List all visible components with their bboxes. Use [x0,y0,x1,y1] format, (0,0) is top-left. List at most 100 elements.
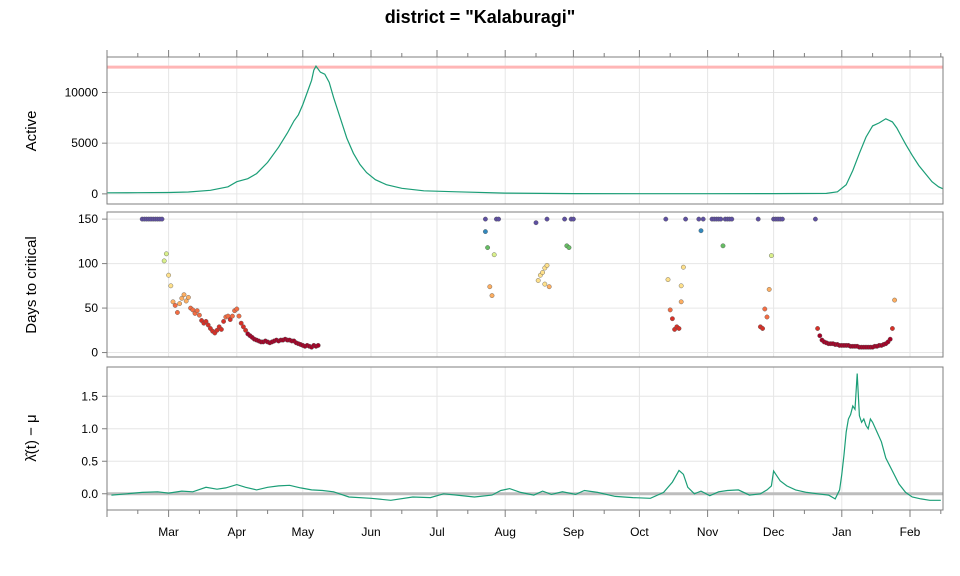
x-axis: Mar Apr May Jun Jul Aug Sep Oct Nov Dec Jan Feb [106,50,942,539]
x-tick-label: Feb [900,525,921,539]
x-tick-label: Sep [563,525,585,539]
days-to-critical-point [181,292,187,298]
days-to-critical-point [544,216,550,222]
days-to-critical-point [764,314,770,320]
days-to-critical-point [533,220,539,226]
days-to-critical-point [544,262,550,268]
days-to-critical-point [174,310,180,315]
panel-frame [106,366,944,511]
x-tick-label: Nov [697,525,718,539]
days-to-critical-point [203,318,209,324]
x-tick-label: Aug [495,525,516,539]
y-tick-label: 1.0 [81,422,98,436]
x-tick-label: Apr [227,525,246,539]
days-to-critical-point [760,326,765,331]
days-to-critical-point [729,216,735,222]
days-to-critical-point [236,313,242,319]
days-to-critical-point [240,324,246,330]
days-to-critical-point [663,216,669,222]
days-to-critical-point [700,216,706,222]
days-to-critical-point [892,297,897,303]
days-to-critical-point [482,216,488,222]
days-to-critical-point [683,216,688,222]
days-to-critical-point [535,278,541,283]
x-tick-label: Jan [832,525,851,539]
days-to-critical-point [678,299,684,305]
days-to-critical-point [676,326,682,331]
days-to-critical-point [566,245,572,251]
y-label-lambda: λ̂(t) − μ [23,414,40,461]
days-to-critical-point [238,320,244,326]
days-to-critical-point [546,284,552,290]
y-tick-label: 0.5 [81,454,98,468]
days-to-critical-point [571,216,576,222]
x-tick-label: Jul [429,525,444,539]
days-to-critical-point [229,313,235,319]
days-to-critical-point [780,216,785,222]
y-tick-label: 10000 [65,85,99,99]
x-tick-label: Oct [630,525,649,539]
days-to-critical-point [172,302,178,308]
days-to-critical-point [227,317,233,322]
days-to-critical-point [183,298,189,304]
days-to-critical-point [813,216,818,222]
days-to-critical-point [817,333,823,339]
x-tick-label: May [291,525,314,539]
days-to-critical-point [718,216,724,222]
x-tick-label: Jun [361,525,380,539]
days-to-critical-point [179,295,185,301]
x-tick-label: Mar [158,525,179,539]
lambda-line [111,373,941,501]
days-to-critical-point [482,229,488,235]
days-to-critical-point [670,316,675,322]
days-to-critical-point [159,216,165,222]
days-to-critical-point [234,306,240,312]
days-to-critical-point [720,243,726,249]
days-to-critical-point [766,286,772,292]
y-tick-label: 1.5 [81,389,98,403]
days-to-critical-point [166,272,172,278]
panel-active: Active 0 5000 10000 [23,56,944,205]
days-to-critical-point [562,216,567,222]
y-label-days-to-critical: Days to critical [23,236,40,334]
panel-frame [106,56,944,205]
y-tick-label: 100 [78,257,98,271]
days-to-critical-point [487,284,493,290]
panel-days-to-critical: Days to critical 0 50 100 150 [23,211,944,360]
days-to-critical-point [218,326,224,332]
days-to-critical-point [485,245,490,251]
days-to-critical-point [540,270,545,275]
days-to-critical-point [205,322,211,328]
days-to-critical-point [678,283,684,289]
days-to-critical-point [196,312,202,318]
figure-title: district = "Kalaburagi" [385,7,576,27]
days-to-critical-point [698,228,704,234]
days-to-critical-point [170,299,176,305]
y-tick-label: 0 [91,346,98,360]
days-to-critical-point [696,216,702,222]
y-tick-label: 0 [91,187,98,201]
days-to-critical-point [177,301,183,306]
days-to-critical-point [496,216,501,222]
days-to-critical-point [168,283,174,289]
y-tick-label: 0.0 [81,487,98,501]
y-tick-label: 5000 [71,136,98,150]
days-to-critical-point [665,277,671,282]
x-tick-label: Dec [763,525,784,539]
days-to-critical-point [221,318,227,324]
days-to-critical-point [161,258,167,264]
days-to-critical-point [163,251,169,257]
days-to-critical-point [194,308,200,314]
y-tick-label: 150 [78,212,98,226]
days-to-critical-point [489,293,495,298]
days-to-critical-point [243,327,249,333]
y-tick-label: 50 [85,301,99,315]
days-to-critical-point [667,307,673,313]
days-to-critical-point [762,306,768,312]
days-to-critical-point [542,281,548,287]
active-cases-line [106,64,944,195]
panel-frame [106,211,944,358]
days-to-critical-point [890,326,895,331]
days-to-critical-point [185,294,191,300]
